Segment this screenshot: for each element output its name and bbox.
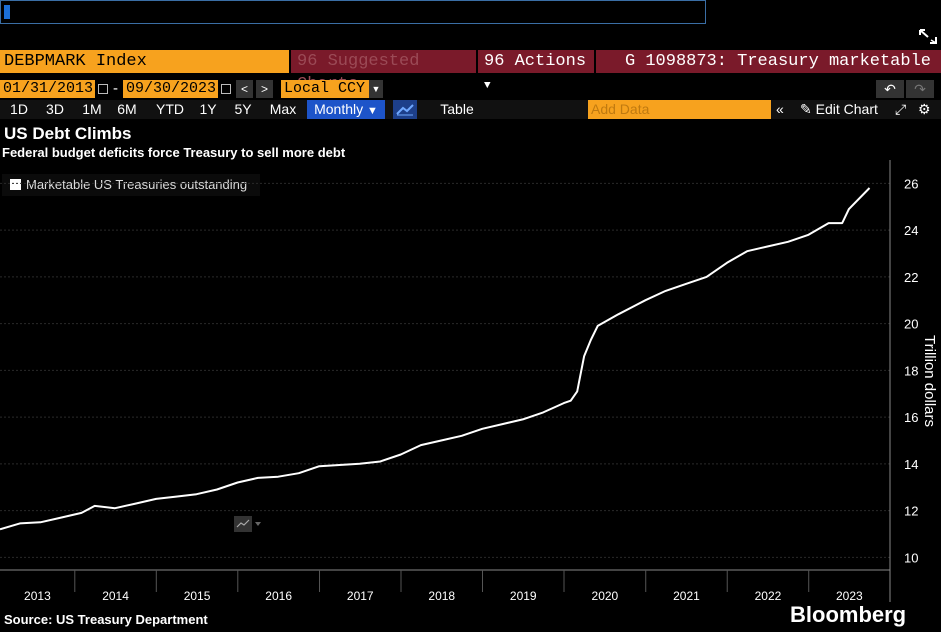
undo-icon[interactable]: ↶ [876, 80, 904, 98]
bloomberg-logo: Bloomberg [790, 602, 907, 627]
frequency-label: Monthly [314, 101, 364, 117]
y-tick-label-18: 18 [904, 363, 918, 378]
y-tick-label-24: 24 [904, 223, 918, 238]
x-tick-label-2016: 2016 [265, 589, 292, 603]
chevron-right-icon[interactable]: > [256, 80, 273, 98]
chart-source: Source: US Treasury Department [4, 612, 208, 627]
suggested-code: 96 [297, 52, 318, 71]
frequency-select[interactable]: Monthly ▼ [307, 100, 385, 119]
edit-chart-button[interactable]: ✎ Edit Chart [800, 100, 892, 119]
chart-type-widget[interactable] [234, 516, 264, 532]
calendar-icon[interactable] [98, 84, 108, 94]
redo-icon[interactable]: ↷ [906, 80, 934, 98]
x-tick-label-2021: 2021 [673, 589, 700, 603]
period-button-5y[interactable]: 5Y [234, 101, 252, 117]
currency-select[interactable]: Local CCY [281, 80, 369, 98]
chevron-down-icon[interactable]: ▼ [369, 80, 383, 98]
table-button[interactable]: Table [440, 101, 474, 117]
y-tick-label-12: 12 [904, 504, 918, 519]
x-tick-label-2017: 2017 [347, 589, 374, 603]
y-tick-label-20: 20 [904, 317, 918, 332]
pencil-icon: ✎ [800, 101, 812, 117]
y-tick-label-10: 10 [904, 550, 918, 565]
chevron-down-icon: ▼ [484, 80, 491, 92]
x-tick-label-2014: 2014 [102, 589, 129, 603]
start-date-input[interactable]: 01/31/2013 [0, 80, 95, 98]
security-field[interactable]: DEBPMARK Index [0, 50, 289, 73]
y-tick-label-16: 16 [904, 410, 918, 425]
legend-label: Marketable US Treasuries outstanding [26, 177, 248, 192]
actions-label: Actions [514, 52, 587, 71]
chart-title: US Debt Climbs [4, 124, 132, 143]
chevron-down-icon: ▼ [367, 105, 378, 117]
x-tick-label-2015: 2015 [184, 589, 211, 603]
chevron-left-icon[interactable]: < [236, 80, 253, 98]
x-tick-label-2023: 2023 [836, 589, 863, 603]
text-cursor [4, 5, 10, 19]
suggested-charts-button[interactable]: 96 Suggested Charts [291, 50, 476, 94]
edit-chart-label: Edit Chart [815, 101, 878, 117]
x-tick-label-2022: 2022 [755, 589, 782, 603]
period-button-1m[interactable]: 1M [82, 101, 102, 117]
chart-subtitle: Federal budget deficits force Treasury t… [2, 145, 346, 160]
add-data-input[interactable]: Add Data [588, 100, 771, 119]
period-button-6m[interactable]: 6M [117, 101, 137, 117]
period-button-3d[interactable]: 3D [46, 101, 64, 117]
legend-swatch [10, 179, 21, 190]
expand-icon[interactable] [918, 28, 938, 46]
x-tick-label-2018: 2018 [428, 589, 455, 603]
period-button-max[interactable]: Max [269, 101, 297, 117]
actions-code: 96 [484, 52, 505, 71]
end-date-input[interactable]: 09/30/2023 [123, 80, 218, 98]
security-title: G 1098873: Treasury marketable [596, 50, 941, 73]
double-chevron-left-icon[interactable]: « [776, 101, 784, 117]
calendar-icon[interactable] [221, 84, 231, 94]
command-line[interactable] [0, 0, 706, 24]
chart-legend[interactable]: Marketable US Treasuries outstanding [2, 174, 260, 196]
line-chart-icon[interactable] [393, 100, 417, 119]
actions-menu-button[interactable]: 96 Actions ▼ [478, 50, 594, 92]
x-tick-label-2013: 2013 [24, 589, 51, 603]
date-separator: - [113, 80, 118, 97]
x-tick-label-2019: 2019 [510, 589, 537, 603]
y-tick-label-26: 26 [904, 176, 918, 191]
y-tick-label-14: 14 [904, 457, 918, 472]
period-button-1d[interactable]: 1D [10, 101, 28, 117]
zoom-icon[interactable]: ⤢ [895, 101, 907, 117]
period-button-ytd[interactable]: YTD [156, 101, 184, 117]
period-button-1y[interactable]: 1Y [199, 101, 217, 117]
y-tick-label-22: 22 [904, 270, 918, 285]
gear-icon[interactable]: ⚙ [918, 101, 931, 117]
y-axis-label: Trillion dollars [921, 335, 938, 427]
x-tick-label-2020: 2020 [592, 589, 619, 603]
series-line-0 [0, 187, 871, 531]
